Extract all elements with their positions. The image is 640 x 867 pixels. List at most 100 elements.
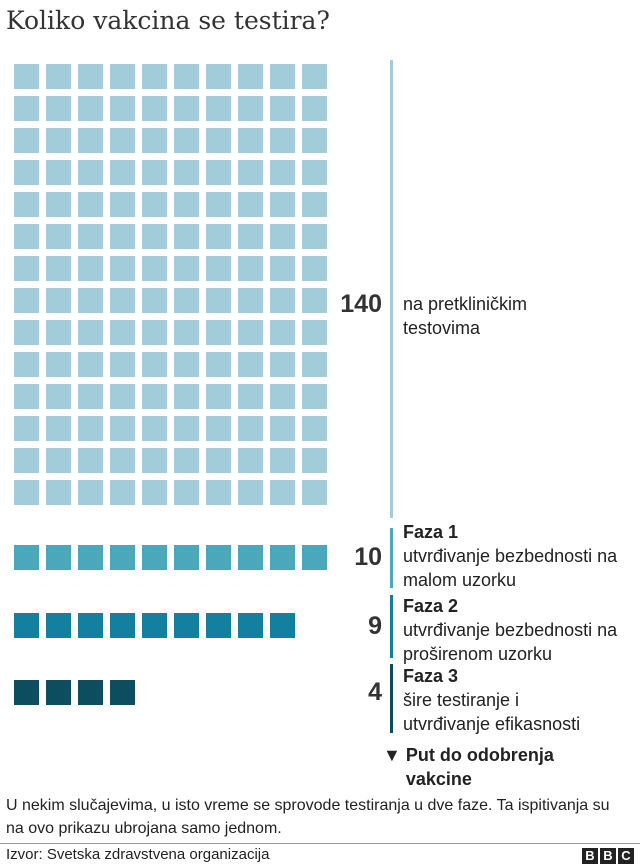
waffle-square <box>46 545 71 570</box>
phase1-desc: utvrđivanje bezbednosti na malom uzorku <box>403 546 618 590</box>
waffle-square <box>206 288 231 313</box>
label-phase2: Faza 2 utvrđivanje bezbednosti na prošire… <box>403 594 638 666</box>
waffle-square <box>46 256 71 281</box>
waffle-square <box>46 128 71 153</box>
waffle-square <box>46 480 71 505</box>
waffle-square <box>270 545 295 570</box>
waffle-square <box>46 224 71 249</box>
divider <box>0 843 640 844</box>
waffle-square <box>206 384 231 409</box>
waffle-square <box>302 545 327 570</box>
waffle-square <box>302 192 327 217</box>
waffle-square <box>174 160 199 185</box>
waffle-square <box>206 64 231 89</box>
waffle-square <box>206 192 231 217</box>
waffle-square <box>206 416 231 441</box>
waffle-square <box>270 96 295 121</box>
waffle-square <box>206 448 231 473</box>
waffle-square <box>270 64 295 89</box>
waffle-square <box>78 192 103 217</box>
value-label-phase3: 4 <box>368 678 382 706</box>
waffle-square <box>142 320 167 345</box>
waffle-square <box>78 256 103 281</box>
waffle-square <box>238 224 263 249</box>
phase2-desc: utvrđivanje bezbednosti na proširenom uz… <box>403 620 618 664</box>
waffle-square <box>270 480 295 505</box>
waffle-square <box>14 96 39 121</box>
waffle-square <box>302 416 327 441</box>
triangle-down-icon: ▼ <box>383 745 401 765</box>
waffle-square <box>142 288 167 313</box>
waffle-square <box>270 224 295 249</box>
waffle-square <box>270 192 295 217</box>
waffle-square <box>174 352 199 377</box>
waffle-square <box>78 613 103 638</box>
waffle-square <box>174 288 199 313</box>
waffle-square <box>270 128 295 153</box>
waffle-square <box>238 192 263 217</box>
waffle-square <box>270 352 295 377</box>
waffle-square <box>206 224 231 249</box>
waffle-square <box>78 128 103 153</box>
waffle-square <box>142 416 167 441</box>
waffle-square <box>238 416 263 441</box>
waffle-square <box>206 352 231 377</box>
waffle-square <box>302 64 327 89</box>
footnote: U nekim slučajevima, u isto vreme se spr… <box>6 797 610 837</box>
waffle-square <box>14 288 39 313</box>
waffle-square <box>46 288 71 313</box>
waffle-square <box>174 416 199 441</box>
waffle-square <box>78 288 103 313</box>
waffle-square <box>238 64 263 89</box>
waffle-square <box>46 384 71 409</box>
label-phase3: Faza 3 šire testiranje i utvrđivanje efik… <box>403 664 603 736</box>
waffle-square <box>206 96 231 121</box>
waffle-square <box>142 448 167 473</box>
waffle-square <box>46 320 71 345</box>
waffle-square <box>302 224 327 249</box>
waffle-square <box>174 320 199 345</box>
waffle-square <box>14 416 39 441</box>
waffle-square <box>46 680 71 705</box>
phase3-desc: šire testiranje i utvrđivanje efikasnost… <box>403 690 581 734</box>
waffle-square <box>78 352 103 377</box>
waffle-square <box>270 448 295 473</box>
waffle-square <box>174 384 199 409</box>
waffle-square <box>174 96 199 121</box>
waffle-square <box>302 384 327 409</box>
waffle-square <box>14 545 39 570</box>
waffle-square <box>238 128 263 153</box>
waffle-square <box>238 384 263 409</box>
waffle-square <box>142 613 167 638</box>
waffle-square <box>110 384 135 409</box>
waffle-square <box>238 96 263 121</box>
waffle-square <box>174 545 199 570</box>
waffle-square <box>302 320 327 345</box>
waffle-square <box>238 480 263 505</box>
waffle-square <box>110 224 135 249</box>
waffle-square <box>142 128 167 153</box>
waffle-square <box>238 352 263 377</box>
waffle-square <box>78 160 103 185</box>
waffle-square <box>174 128 199 153</box>
waffle-square <box>238 256 263 281</box>
waffle-square <box>78 448 103 473</box>
waffle-square <box>302 480 327 505</box>
waffle-square <box>110 448 135 473</box>
waffle-square <box>238 320 263 345</box>
waffle-square <box>142 192 167 217</box>
waffle-square <box>174 448 199 473</box>
waffle-square <box>142 96 167 121</box>
waffle-square <box>302 256 327 281</box>
waffle-square <box>110 64 135 89</box>
waffle-square <box>110 96 135 121</box>
waffle-square <box>14 192 39 217</box>
waffle-square <box>270 288 295 313</box>
waffle-square <box>110 352 135 377</box>
waffle-square <box>46 96 71 121</box>
waffle-square <box>110 480 135 505</box>
waffle-square <box>14 384 39 409</box>
bracket-line <box>390 60 393 518</box>
